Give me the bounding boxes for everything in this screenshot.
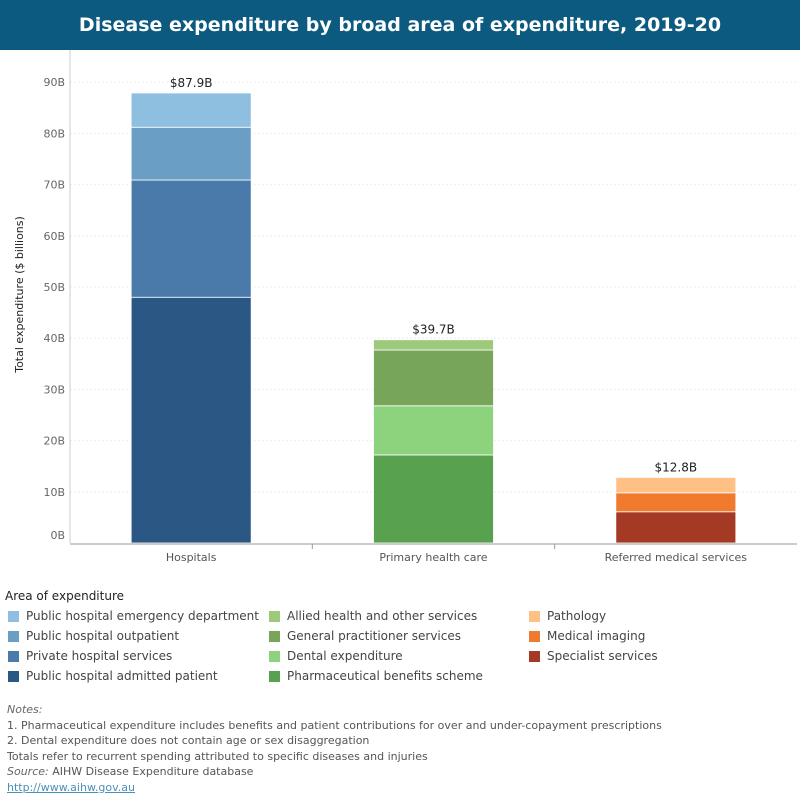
- legend-swatch: [529, 610, 540, 622]
- bar-segment: [373, 339, 494, 351]
- aihw-link[interactable]: http://www.aihw.gov.au: [7, 780, 136, 794]
- legend-item[interactable]: Medical imaging: [529, 629, 789, 643]
- bar-segment: [373, 454, 494, 544]
- legend-label: Pharmaceutical benefits scheme: [287, 669, 483, 683]
- legend-swatch: [529, 650, 540, 662]
- y-tick-label: 80B: [43, 127, 65, 140]
- legend-item[interactable]: Public hospital outpatient: [8, 629, 269, 643]
- legend-swatch: [269, 610, 280, 622]
- legend-swatch: [269, 650, 280, 662]
- x-tick-label: Hospitals: [166, 551, 217, 564]
- legend-swatch: [8, 630, 19, 642]
- legend-title: Area of expenditure: [5, 589, 125, 603]
- x-tick-label: Referred medical services: [605, 551, 748, 564]
- y-tick-label: 20B: [43, 435, 65, 448]
- source-line: Source: AIHW Disease Expenditure databas…: [7, 764, 662, 780]
- note-1: 1. Pharmaceutical expenditure includes b…: [7, 718, 662, 732]
- note-3: Totals refer to recurrent spending attri…: [7, 749, 428, 763]
- legend-item[interactable]: Specialist services: [529, 649, 789, 663]
- bar-segment: [130, 179, 252, 298]
- bar-segment: [130, 296, 252, 544]
- legend-item[interactable]: Allied health and other services: [269, 609, 529, 623]
- bar-total-label: $39.7B: [412, 323, 455, 337]
- x-tick-label: Primary health care: [379, 551, 487, 564]
- legend-item[interactable]: General practitioner services: [269, 629, 529, 643]
- legend: Public hospital emergency department Alli…: [8, 609, 789, 683]
- legend-swatch: [529, 630, 540, 642]
- notes-heading: Notes:: [7, 703, 43, 716]
- bar-total-label: $87.9B: [170, 76, 213, 90]
- y-tick-label: 0B: [50, 529, 65, 542]
- stacked-bar-chart: 0B 10B 20B 30B 40B 50B 60B 70B 80B 90B Total expen…: [13, 50, 797, 564]
- bar-segment: [130, 92, 252, 128]
- legend-label: Specialist services: [547, 649, 658, 663]
- legend-item[interactable]: Private hospital services: [8, 649, 269, 663]
- legend-label: Allied health and other services: [287, 609, 478, 623]
- legend-item[interactable]: Public hospital emergency department: [8, 609, 269, 623]
- bar-total-label: $12.8B: [655, 460, 698, 474]
- bar-segment: [615, 477, 737, 494]
- legend-label: Private hospital services: [26, 649, 173, 663]
- legend-label: Dental expenditure: [287, 649, 403, 663]
- y-tick-label: 60B: [43, 230, 65, 243]
- legend-item[interactable]: Dental expenditure: [269, 649, 529, 663]
- legend-swatch: [8, 650, 19, 662]
- y-tick-label: 70B: [43, 179, 65, 192]
- bar-segment: [130, 126, 252, 181]
- source-text: AIHW Disease Expenditure database: [48, 765, 254, 778]
- legend-label: General practitioner services: [287, 629, 461, 643]
- legend-label: Pathology: [547, 609, 607, 623]
- chart-title: Disease expenditure by broad area of exp…: [0, 0, 800, 50]
- y-tick-label: 30B: [43, 383, 65, 396]
- note-2: 2. Dental expenditure does not contain a…: [7, 734, 370, 747]
- y-tick-label: 90B: [43, 76, 65, 89]
- notes: Notes: 1. Pharmaceutical expenditure inc…: [7, 702, 662, 795]
- legend-label: Medical imaging: [547, 629, 646, 643]
- legend-label: Public hospital outpatient: [26, 629, 180, 643]
- bar-segment: [615, 492, 737, 513]
- y-tick-label: 10B: [43, 486, 65, 499]
- legend-swatch: [8, 610, 19, 622]
- legend-item[interactable]: Pathology: [529, 609, 789, 623]
- legend-label: Public hospital admitted patient: [26, 669, 218, 683]
- legend-swatch: [269, 630, 280, 642]
- source-label: Source:: [7, 765, 49, 778]
- legend-swatch: [269, 670, 280, 682]
- legend-label: Public hospital emergency department: [26, 609, 259, 623]
- bar-segment: [373, 349, 494, 407]
- legend-item[interactable]: Pharmaceutical benefits scheme: [269, 669, 529, 683]
- bar-segment: [373, 405, 494, 456]
- legend-swatch: [8, 670, 19, 682]
- legend-item[interactable]: Public hospital admitted patient: [8, 669, 269, 683]
- y-tick-label: 40B: [43, 332, 65, 345]
- bar-segment: [615, 511, 737, 544]
- y-axis-label: Total expenditure ($ billions): [13, 216, 26, 374]
- y-tick-label: 50B: [43, 281, 65, 294]
